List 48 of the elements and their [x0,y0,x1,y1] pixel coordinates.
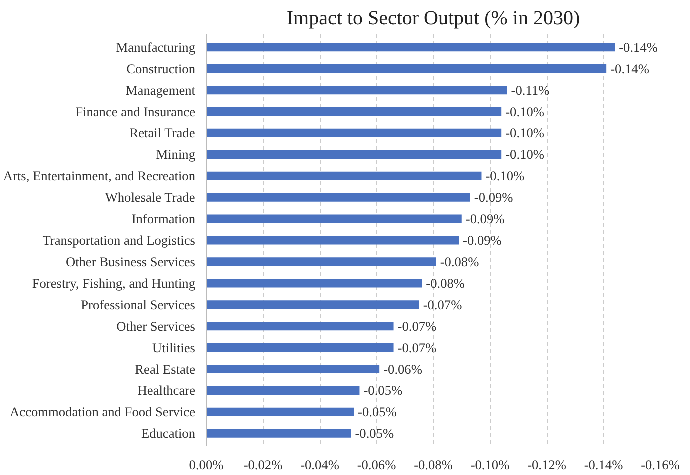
data-label: -0.06% [384,362,422,377]
y-tick-label: Information [132,212,196,227]
y-tick-label: Real Estate [135,362,196,377]
y-tick-label: Finance and Insurance [76,104,196,120]
data-label: -0.10% [506,104,544,120]
y-tick-label: Construction [126,61,196,76]
x-tick-label: -0.04% [300,458,340,472]
data-label: -0.10% [506,147,544,162]
y-tick-label: Forestry, Fishing, and Hunting [32,276,196,291]
y-tick-label: Retail Trade [130,126,196,141]
y-tick-label: Arts, Entertainment, and Recreation [3,168,196,184]
y-tick-label: Education [141,426,196,442]
x-tick-label: -0.16% [641,458,680,472]
data-label: -0.11% [511,82,550,98]
x-tick-label: -0.12% [528,458,566,472]
y-tick-label: Accommodation and Food Service [10,404,196,420]
data-label: -0.14% [610,61,650,76]
data-label: -0.09% [466,212,505,227]
y-tick-label: Utilities [152,340,196,356]
y-tick-label: Transportation and Logistics [42,233,196,248]
y-tick-label: Manufacturing [116,40,196,55]
y-tick-label: Healthcare [138,383,196,398]
y-tick-label: Mining [156,147,196,162]
y-tick-label: Other Business Services [66,254,196,270]
x-tick-label: -0.14% [584,458,624,472]
data-label: -0.08% [440,254,480,270]
data-label: -0.08% [426,276,466,291]
x-tick-label: 0.00% [189,458,224,472]
data-label: -0.05% [355,426,394,442]
x-tick-label: -0.08% [414,458,453,472]
data-label: -0.07% [398,318,437,334]
data-label: -0.05% [364,383,403,398]
x-tick-label: -0.06% [357,458,396,472]
data-label: -0.07% [423,297,462,312]
data-label: -0.10% [486,168,525,184]
chart-title: Impact to Sector Output (% in 2030) [286,8,580,30]
x-tick-label: -0.02% [244,458,283,472]
data-label: -0.10% [506,126,544,141]
y-tick-label: Other Services [116,318,196,334]
y-tick-label: Wholesale Trade [105,190,196,206]
y-tick-label: Management [126,82,196,98]
x-tick-label: -0.10% [470,458,510,472]
data-label: -0.09% [463,233,502,248]
data-label: -0.05% [358,404,397,420]
data-label: -0.07% [398,340,437,356]
data-label: -0.09% [474,190,514,206]
data-label: -0.14% [619,40,658,55]
y-tick-label: Professional Services [81,297,196,312]
